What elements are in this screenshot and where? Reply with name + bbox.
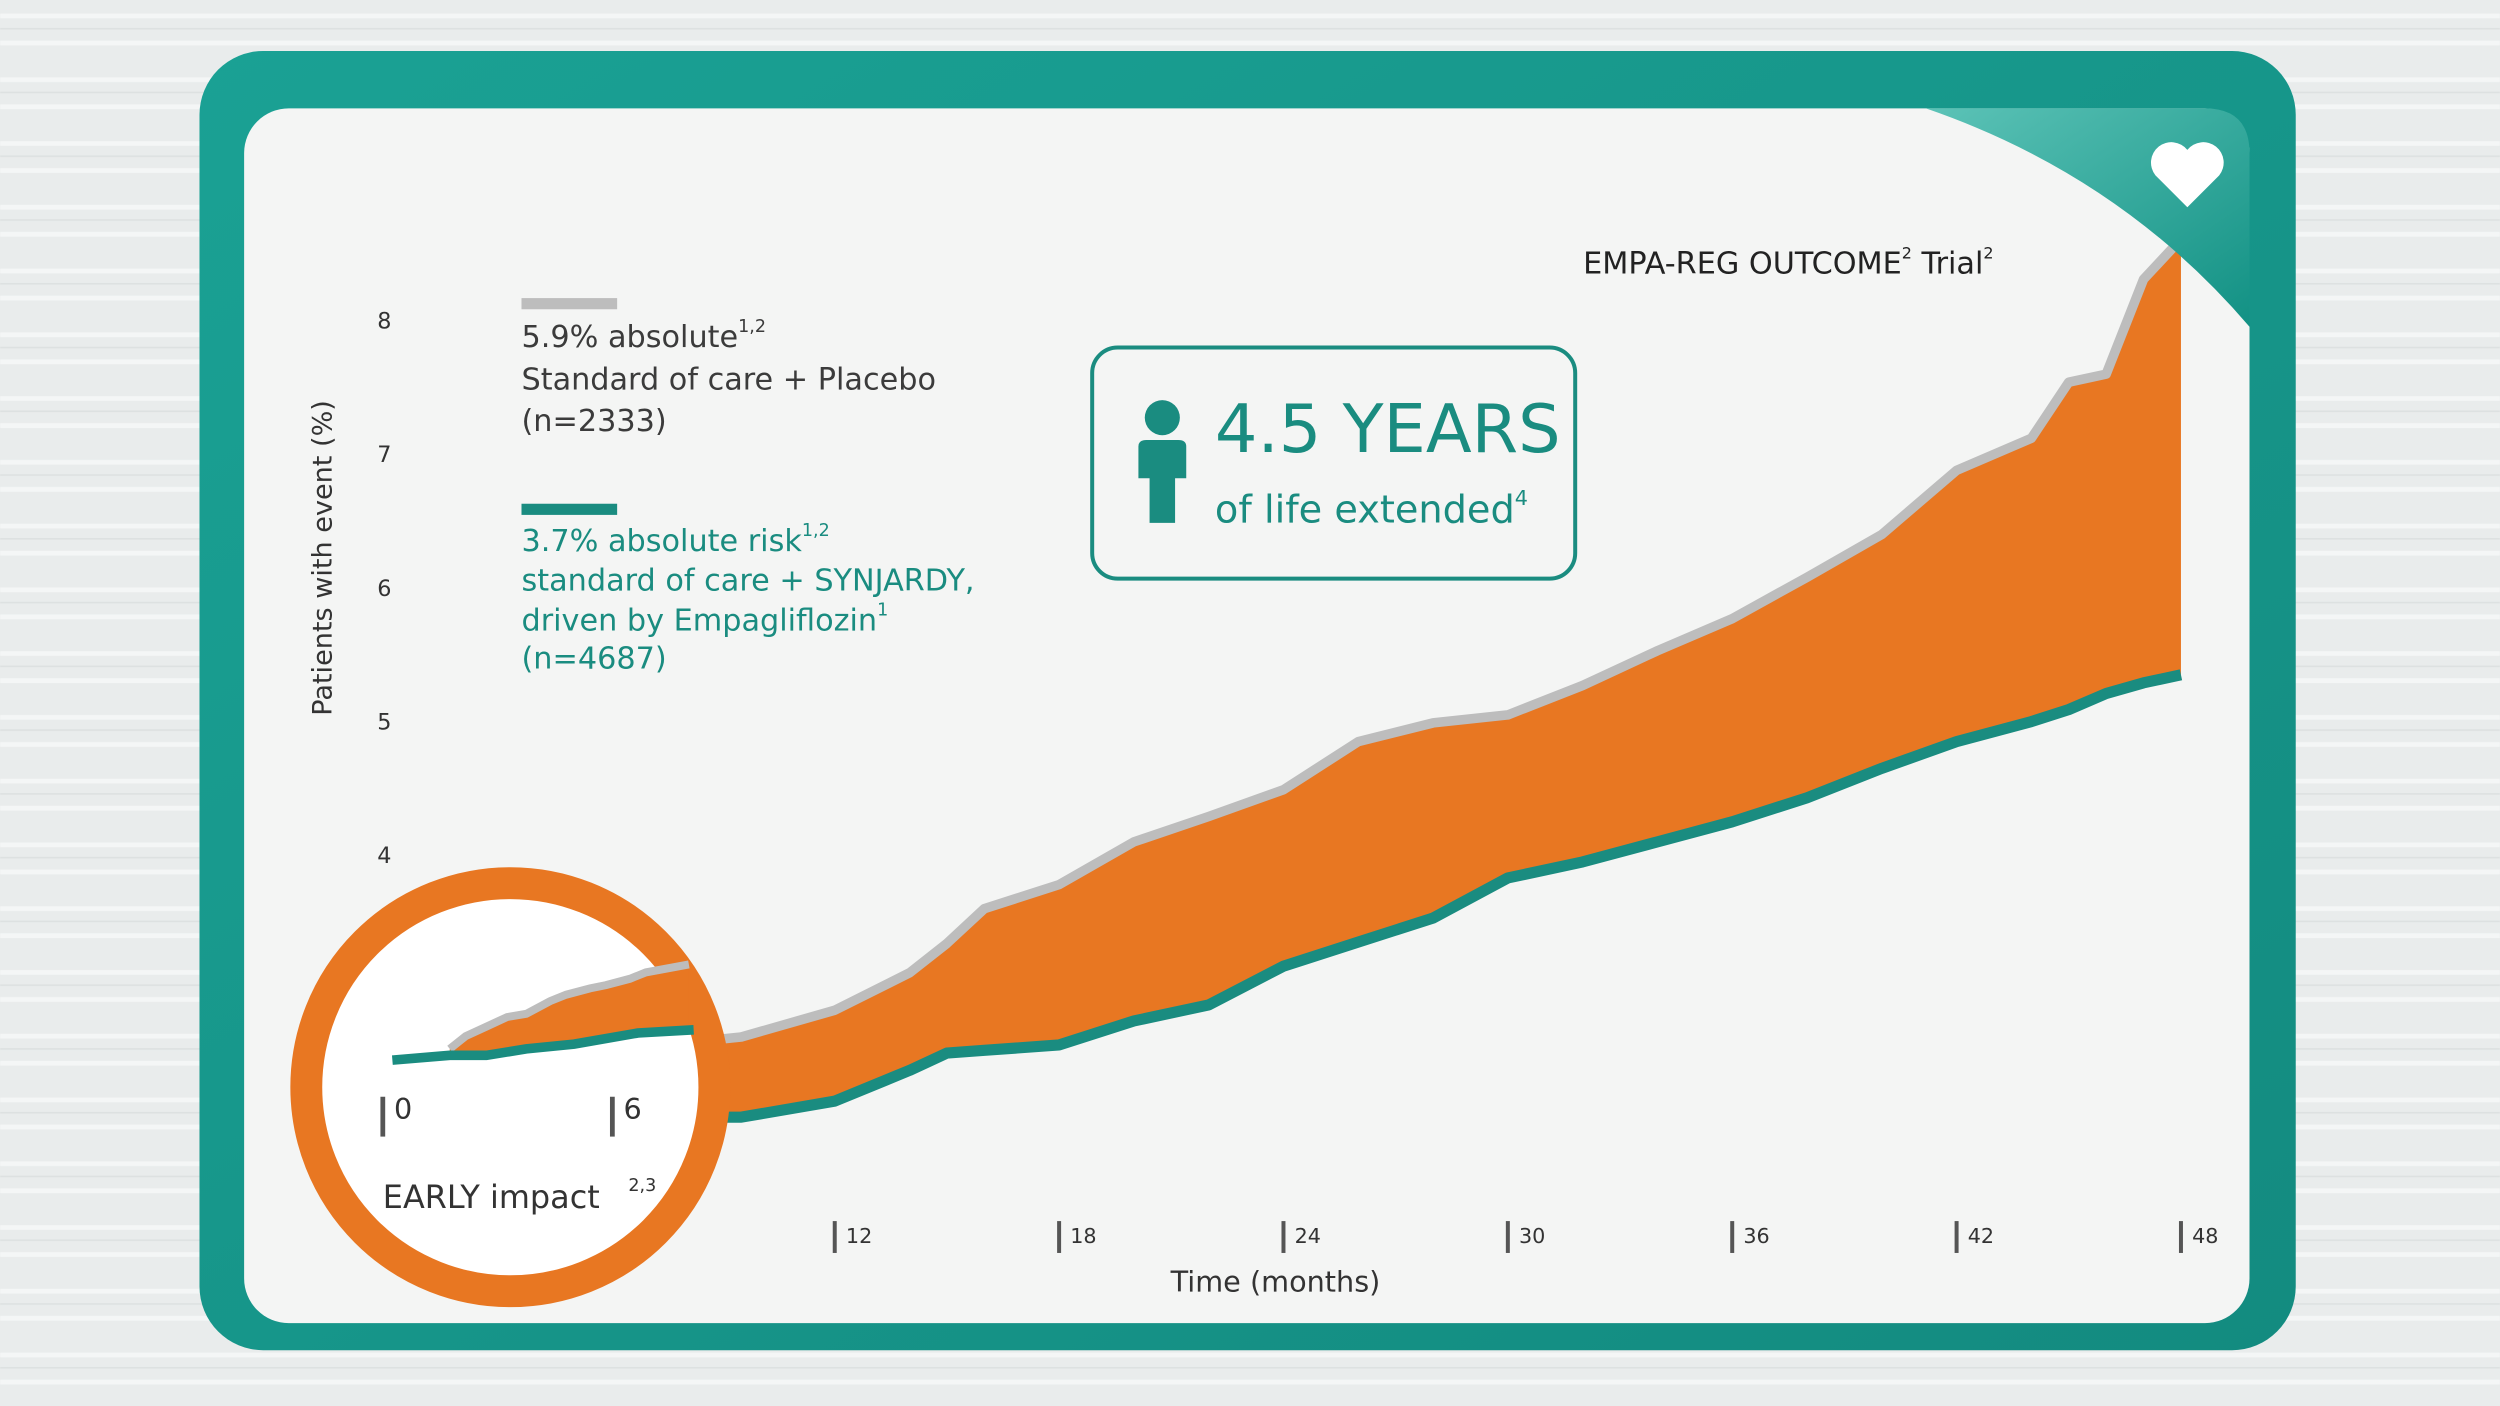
inset-line — [391, 1025, 694, 1065]
x-axis-label: Time (months) — [1170, 1264, 1381, 1298]
y-tick-label: 5 — [377, 709, 391, 735]
person-icon-head — [1144, 400, 1180, 436]
inset-line — [447, 960, 690, 1053]
legend-swatch — [521, 298, 618, 310]
callout-text: of life extended4 — [1215, 486, 1528, 532]
person-icon-body — [1138, 439, 1187, 523]
inset-ring — [290, 867, 731, 1308]
legend-label: standard of care + SYNJARDY, — [521, 563, 974, 598]
legend-stat: 5.9% absolute1,2 — [521, 317, 766, 355]
inset: EARLY impact 2,3 0 6 — [290, 867, 731, 1308]
y-tick-label: 4 — [377, 843, 391, 869]
x-tick-label: 36 — [1743, 1224, 1769, 1248]
x-tick-label: 42 — [1968, 1224, 1994, 1248]
legend-stat: 3.7% absolute risk1,2 — [521, 521, 829, 559]
inset-tick-label: 0 — [394, 1092, 412, 1126]
inset-tick-label: 6 — [624, 1092, 642, 1126]
y-axis-label: Patients with event (%) — [307, 400, 338, 716]
plot — [385, 235, 2185, 1123]
callout-box — [1090, 345, 1578, 581]
series-line — [385, 235, 2185, 1076]
x-tick-label: 30 — [1519, 1224, 1545, 1248]
series-line — [385, 669, 2183, 1123]
x-tick-label: 18 — [1070, 1224, 1096, 1248]
legend-label: driven by Empagliflozin1 — [521, 601, 888, 639]
y-tick-label: 7 — [377, 442, 391, 468]
legend-label: Standard of care + Placebo — [521, 362, 935, 397]
heart-icon — [2150, 142, 2224, 208]
y-tick-label: 6 — [377, 576, 391, 602]
chart-title: EMPA-REG OUTCOME2 Trial2 — [1583, 243, 1993, 281]
inset-label: EARLY impact 2,3 — [383, 1176, 656, 1216]
legend-n: (n=4687) — [521, 641, 666, 676]
x-tick-label: 24 — [1295, 1224, 1321, 1248]
card-panel — [244, 108, 2250, 1324]
legend-swatch — [521, 503, 618, 515]
x-tick-label: 12 — [846, 1224, 872, 1248]
callout-headline: 4.5 YEARS — [1215, 390, 1561, 468]
x-tick-label: 48 — [2192, 1224, 2218, 1248]
gap-area — [385, 239, 2181, 1118]
legend-n: (n=2333) — [521, 404, 666, 439]
y-tick-label: 8 — [377, 309, 391, 335]
